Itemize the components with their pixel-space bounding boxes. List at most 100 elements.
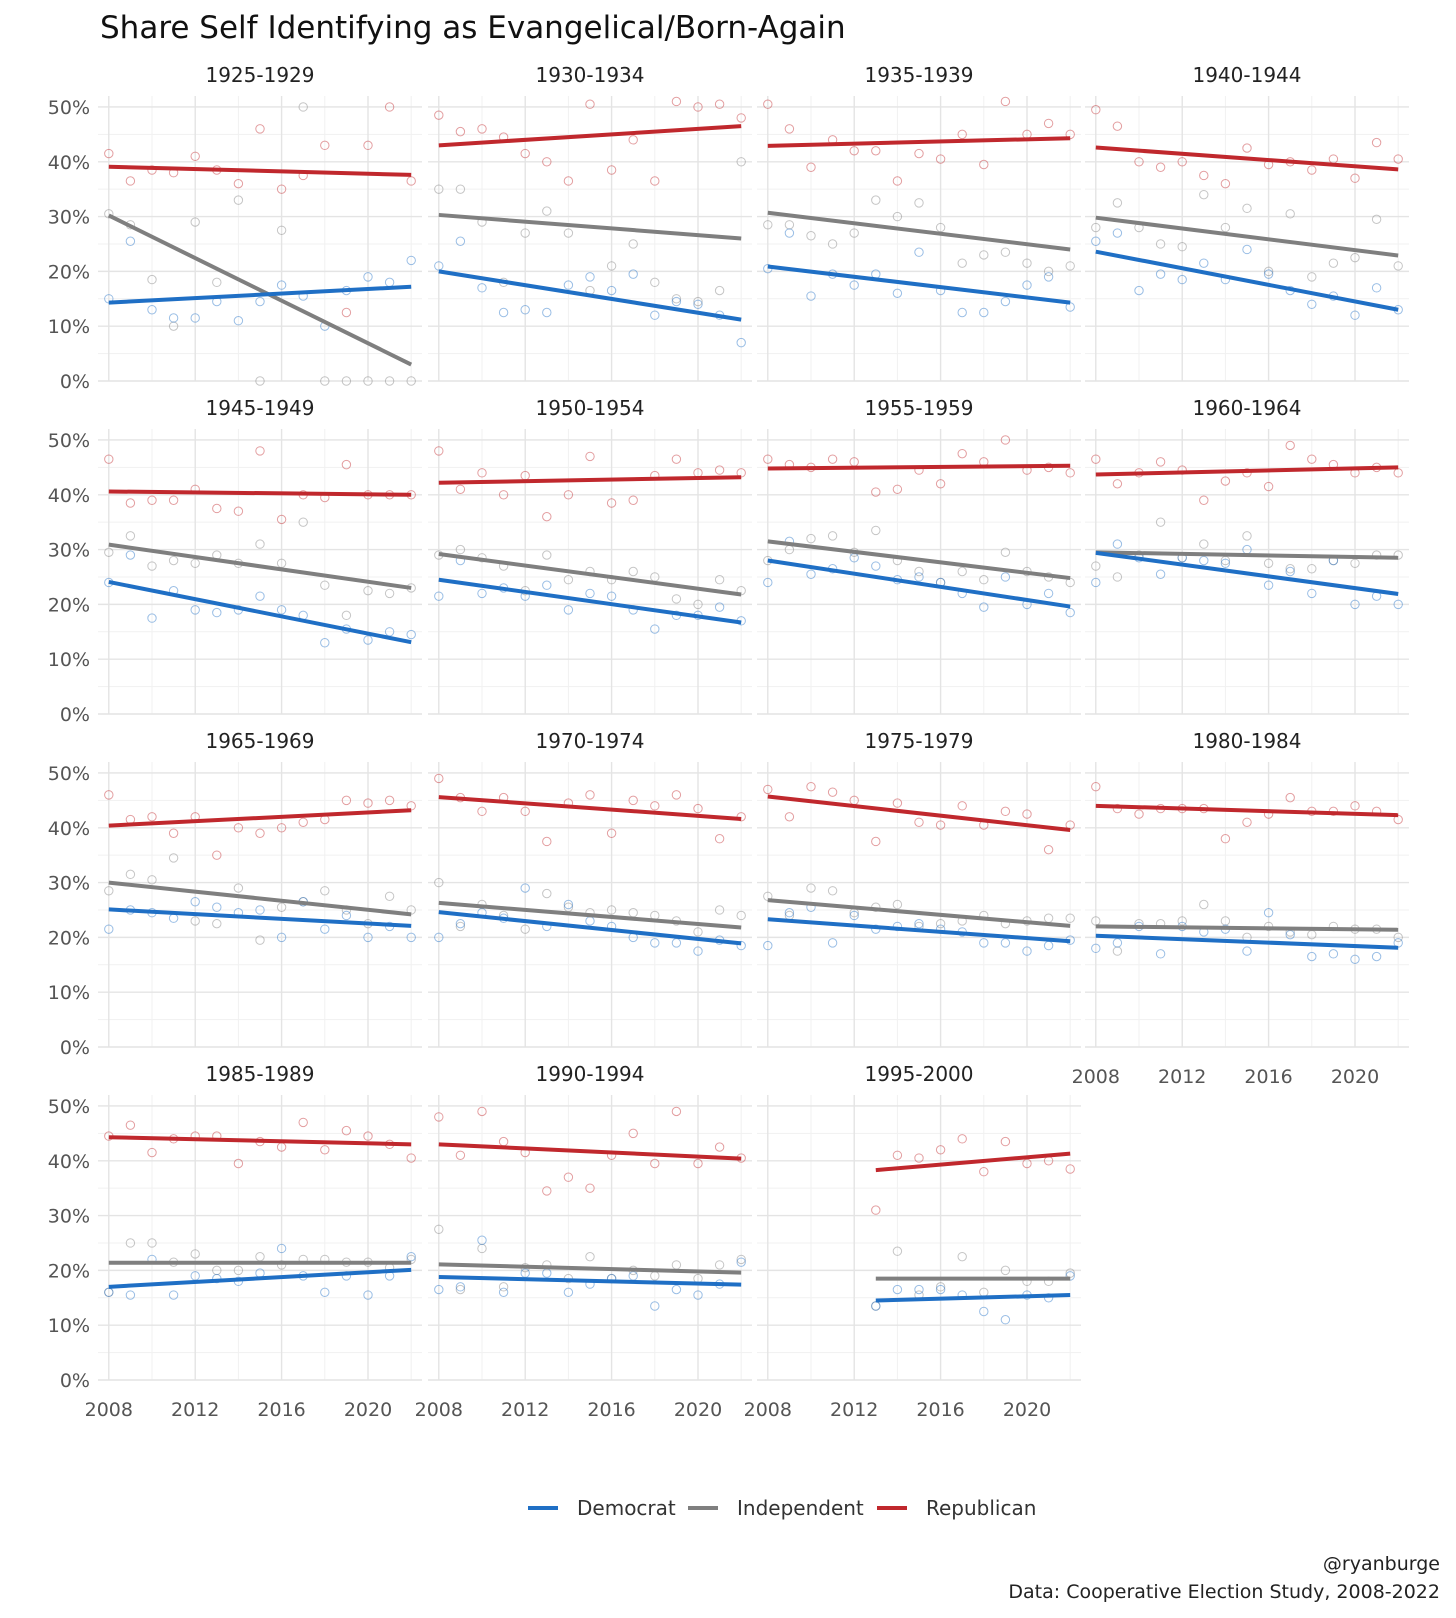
data-point-democrat bbox=[763, 577, 773, 588]
data-point-democrat bbox=[276, 605, 287, 615]
data-point-republican bbox=[1393, 154, 1403, 164]
trend-line-democrat bbox=[108, 579, 412, 645]
facet-panel: 1960-1964 bbox=[1085, 396, 1409, 715]
data-point-independent bbox=[1177, 916, 1187, 926]
data-point-republican bbox=[563, 1172, 574, 1182]
data-point-democrat bbox=[434, 261, 444, 271]
trend-line-independent bbox=[1095, 550, 1399, 560]
data-point-republican bbox=[763, 454, 773, 464]
data-point-independent bbox=[384, 376, 395, 386]
data-point-independent bbox=[1112, 198, 1123, 208]
data-point-independent bbox=[671, 1260, 682, 1270]
data-point-democrat bbox=[693, 1290, 703, 1300]
facet-title: 1940-1944 bbox=[1192, 63, 1301, 87]
y-tick-label: 0% bbox=[60, 1037, 90, 1059]
data-point-democrat bbox=[892, 1284, 903, 1295]
data-point-republican bbox=[233, 506, 244, 516]
data-point-republican bbox=[455, 1150, 466, 1160]
data-point-independent bbox=[1000, 547, 1011, 558]
data-point-republican bbox=[763, 784, 773, 795]
data-point-independent bbox=[455, 184, 466, 194]
y-tick-label: 20% bbox=[48, 927, 90, 949]
data-point-republican bbox=[1091, 105, 1101, 115]
data-point-independent bbox=[255, 1251, 265, 1262]
trend-line-independent bbox=[767, 898, 1071, 928]
data-point-republican bbox=[498, 490, 509, 500]
data-point-independent bbox=[276, 225, 287, 235]
x-tick-label: 2016 bbox=[1244, 1066, 1292, 1088]
data-point-republican bbox=[384, 102, 395, 112]
data-point-republican bbox=[957, 1134, 967, 1144]
data-point-democrat bbox=[1285, 566, 1295, 577]
data-point-independent bbox=[384, 588, 395, 599]
data-point-democrat bbox=[650, 624, 660, 634]
facet-title: 1945-1949 bbox=[205, 396, 314, 420]
data-point-independent bbox=[957, 566, 967, 577]
trend-line-democrat bbox=[438, 1274, 742, 1287]
data-point-democrat bbox=[763, 940, 773, 951]
data-point-independent bbox=[671, 294, 682, 304]
facet-panel: 1965-1969 0% 10% 20% 30% 40% 50% bbox=[48, 729, 422, 1059]
data-point-republican bbox=[714, 834, 725, 844]
data-point-democrat bbox=[255, 296, 265, 307]
data-point-independent bbox=[434, 1224, 444, 1234]
data-point-democrat bbox=[1091, 236, 1101, 246]
data-point-republican bbox=[585, 99, 595, 109]
data-point-democrat bbox=[1350, 954, 1360, 965]
data-point-independent bbox=[255, 376, 265, 386]
data-point-republican bbox=[806, 162, 816, 172]
data-point-democrat bbox=[520, 883, 530, 893]
data-point-republican bbox=[714, 1142, 725, 1152]
data-point-democrat bbox=[212, 607, 222, 618]
trend-line-independent bbox=[438, 212, 742, 241]
data-point-republican bbox=[871, 146, 881, 156]
data-point-democrat bbox=[520, 305, 530, 315]
data-point-independent bbox=[212, 918, 222, 929]
facet-title: 1970-1974 bbox=[535, 729, 644, 753]
trend-line-democrat bbox=[108, 284, 412, 305]
data-point-democrat bbox=[1263, 908, 1274, 918]
facet-panel: 1970-1974 bbox=[428, 729, 752, 1048]
data-point-independent bbox=[1242, 203, 1252, 214]
data-point-democrat bbox=[320, 1287, 330, 1298]
data-point-republican bbox=[255, 124, 265, 134]
data-point-democrat bbox=[1000, 296, 1011, 307]
data-point-republican bbox=[384, 795, 395, 806]
data-point-republican bbox=[628, 135, 638, 145]
data-point-democrat bbox=[671, 938, 682, 948]
data-point-republican bbox=[914, 817, 924, 827]
data-point-republican bbox=[979, 159, 989, 170]
data-point-republican bbox=[784, 124, 795, 134]
data-point-democrat bbox=[957, 307, 967, 318]
data-point-democrat bbox=[1371, 283, 1382, 293]
data-point-democrat bbox=[585, 272, 595, 282]
data-point-independent bbox=[628, 566, 638, 577]
data-point-independent bbox=[147, 274, 157, 285]
data-point-republican bbox=[320, 1145, 330, 1155]
data-point-independent bbox=[1328, 258, 1339, 268]
data-point-independent bbox=[1112, 946, 1123, 956]
data-point-republican bbox=[1000, 1136, 1011, 1147]
data-point-independent bbox=[871, 195, 881, 205]
data-point-independent bbox=[806, 533, 816, 544]
y-tick-label: 30% bbox=[48, 873, 90, 895]
data-point-democrat bbox=[1022, 946, 1032, 956]
facet-panel: 1945-1949 0% 10% 20% 30% 40% 50% bbox=[48, 396, 422, 726]
data-point-democrat bbox=[1263, 269, 1274, 279]
data-point-independent bbox=[1307, 564, 1317, 574]
trend-line-independent bbox=[767, 210, 1071, 252]
data-point-democrat bbox=[434, 1284, 444, 1295]
data-point-independent bbox=[892, 1246, 903, 1256]
data-point-independent bbox=[341, 376, 352, 386]
data-point-democrat bbox=[585, 588, 595, 599]
data-point-democrat bbox=[1263, 580, 1274, 590]
data-point-democrat bbox=[1177, 274, 1187, 285]
y-tick-label: 40% bbox=[48, 485, 90, 507]
data-point-independent bbox=[806, 883, 816, 893]
data-point-independent bbox=[563, 575, 574, 585]
data-point-republican bbox=[363, 798, 373, 808]
data-point-independent bbox=[957, 258, 967, 268]
data-point-republican bbox=[455, 126, 466, 137]
trend-line-independent bbox=[107, 213, 413, 367]
data-point-independent bbox=[827, 239, 838, 249]
